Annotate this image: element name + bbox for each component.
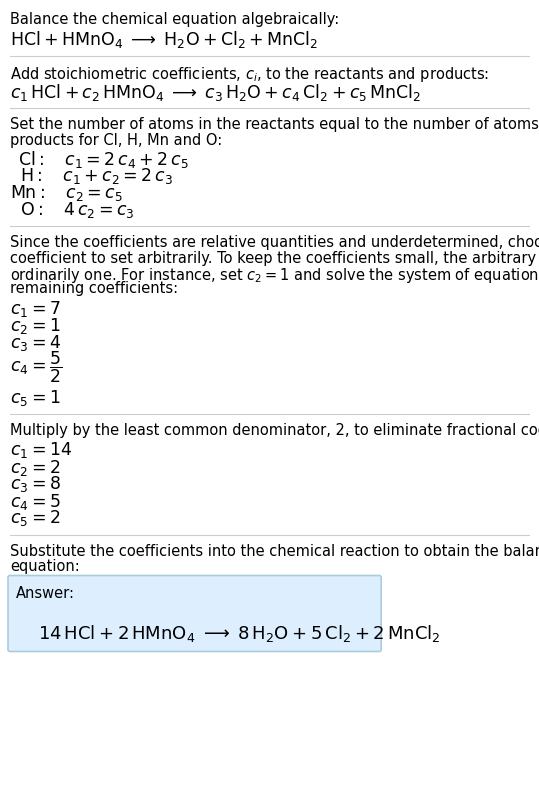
Text: $c_2 = 2$: $c_2 = 2$	[10, 457, 60, 477]
FancyBboxPatch shape	[8, 576, 381, 652]
Text: Substitute the coefficients into the chemical reaction to obtain the balanced: Substitute the coefficients into the che…	[10, 543, 539, 558]
Text: $\mathrm{O:}\quad 4\,c_2 = c_3$: $\mathrm{O:}\quad 4\,c_2 = c_3$	[20, 200, 135, 220]
Text: $c_4 = \dfrac{5}{2}$: $c_4 = \dfrac{5}{2}$	[10, 350, 62, 385]
Text: products for Cl, H, Mn and O:: products for Cl, H, Mn and O:	[10, 132, 222, 148]
Text: Balance the chemical equation algebraically:: Balance the chemical equation algebraica…	[10, 12, 339, 27]
Text: Add stoichiometric coefficients, $c_i$, to the reactants and products:: Add stoichiometric coefficients, $c_i$, …	[10, 64, 489, 84]
Text: $c_1 = 14$: $c_1 = 14$	[10, 440, 72, 460]
Text: coefficient to set arbitrarily. To keep the coefficients small, the arbitrary va: coefficient to set arbitrarily. To keep …	[10, 250, 539, 265]
Text: Multiply by the least common denominator, 2, to eliminate fractional coefficient: Multiply by the least common denominator…	[10, 423, 539, 437]
Text: $c_5 = 1$: $c_5 = 1$	[10, 388, 60, 407]
Text: remaining coefficients:: remaining coefficients:	[10, 281, 178, 296]
Text: $c_2 = 1$: $c_2 = 1$	[10, 315, 60, 336]
Text: Answer:: Answer:	[16, 586, 75, 601]
Text: $c_3 = 8$: $c_3 = 8$	[10, 474, 61, 494]
Text: $c_1 = 7$: $c_1 = 7$	[10, 298, 60, 319]
Text: Set the number of atoms in the reactants equal to the number of atoms in the: Set the number of atoms in the reactants…	[10, 117, 539, 132]
Text: $c_4 = 5$: $c_4 = 5$	[10, 491, 60, 511]
Text: $c_5 = 2$: $c_5 = 2$	[10, 508, 60, 528]
Text: $c_3 = 4$: $c_3 = 4$	[10, 333, 61, 353]
Text: ordinarily one. For instance, set $c_2 = 1$ and solve the system of equations fo: ordinarily one. For instance, set $c_2 =…	[10, 266, 539, 285]
Text: $c_1\,\mathrm{HCl} + c_2\,\mathrm{HMnO_4} \;\longrightarrow\; c_3\,\mathrm{H_2O}: $c_1\,\mathrm{HCl} + c_2\,\mathrm{HMnO_4…	[10, 82, 421, 103]
Text: $\mathrm{H:}\quad c_1 + c_2 = 2\,c_3$: $\mathrm{H:}\quad c_1 + c_2 = 2\,c_3$	[20, 165, 173, 186]
Text: Since the coefficients are relative quantities and underdetermined, choose a: Since the coefficients are relative quan…	[10, 234, 539, 250]
Text: $\mathrm{Cl:}\quad c_1 = 2\,c_4 + 2\,c_5$: $\mathrm{Cl:}\quad c_1 = 2\,c_4 + 2\,c_5…	[18, 148, 189, 169]
Text: equation:: equation:	[10, 558, 80, 573]
Text: $\mathrm{HCl + HMnO_4 \;\longrightarrow\; H_2O + Cl_2 + MnCl_2}$: $\mathrm{HCl + HMnO_4 \;\longrightarrow\…	[10, 29, 319, 50]
Text: $14\,\mathrm{HCl} + 2\,\mathrm{HMnO_4} \;\longrightarrow\; 8\,\mathrm{H_2O} + 5\: $14\,\mathrm{HCl} + 2\,\mathrm{HMnO_4} \…	[38, 622, 441, 643]
Text: $\mathrm{Mn:}\quad c_2 = c_5$: $\mathrm{Mn:}\quad c_2 = c_5$	[10, 182, 123, 203]
